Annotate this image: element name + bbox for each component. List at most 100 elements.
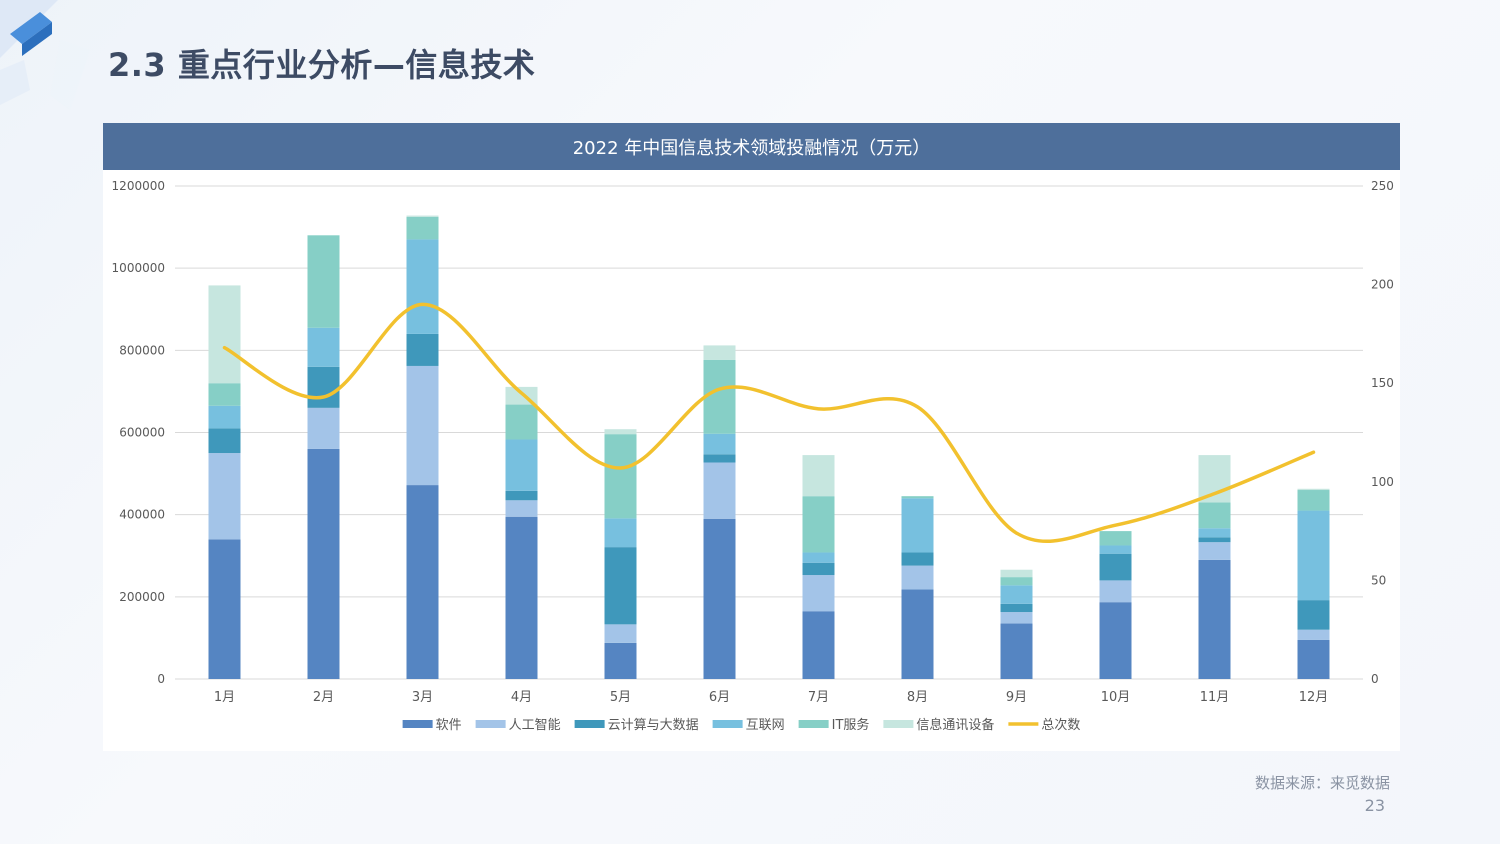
x-tick-label: 7月 [808, 690, 829, 705]
bar-segment [1297, 490, 1330, 511]
bar-segment [604, 429, 637, 435]
bar-segment [802, 562, 835, 576]
bar-segment [1000, 603, 1033, 613]
bar-segment [1000, 623, 1033, 679]
bar-segment [901, 589, 934, 679]
bar-segment [1198, 537, 1231, 543]
source-note: 数据来源：来觅数据 [1254, 774, 1390, 792]
bar-segment [406, 239, 439, 334]
bar-segment [307, 407, 340, 449]
bar-segment [802, 611, 835, 679]
bar-segment [1099, 602, 1132, 679]
bar-segment [703, 345, 736, 360]
y2-tick-label: 0 [1371, 672, 1379, 686]
bar-segment [703, 454, 736, 463]
bar-segment [604, 518, 637, 548]
page-title: 2.3 重点行业分析—信息技术 [108, 46, 536, 84]
y-tick-label: 1000000 [112, 261, 165, 275]
bar-segment [604, 624, 637, 643]
bar-segment [703, 433, 736, 455]
y-tick-label: 600000 [119, 426, 165, 440]
y-tick-label: 400000 [119, 508, 165, 522]
bar-segment [208, 539, 241, 679]
x-tick-label: 6月 [709, 690, 730, 705]
y-tick-label: 200000 [119, 590, 165, 604]
bar-segment [901, 565, 934, 590]
bar-segment [703, 462, 736, 519]
x-tick-label: 9月 [1006, 690, 1027, 705]
legend-label: 互联网 [746, 718, 785, 733]
y2-tick-label: 100 [1371, 475, 1394, 489]
x-tick-label: 11月 [1200, 690, 1230, 705]
bar-segment [604, 547, 637, 625]
x-tick-label: 1月 [214, 690, 235, 705]
bar-segment [1000, 577, 1033, 586]
bar-segment [1099, 545, 1132, 554]
bar-segment [802, 575, 835, 612]
y2-tick-label: 50 [1371, 573, 1386, 587]
bar-segment [901, 552, 934, 566]
bar-segment [406, 365, 439, 486]
x-tick-label: 12月 [1299, 690, 1329, 705]
bar-segment [1000, 612, 1033, 624]
bar-segment [406, 333, 439, 366]
y2-tick-label: 250 [1371, 179, 1394, 193]
bar-segment [406, 485, 439, 679]
legend-label: 总次数 [1041, 717, 1080, 733]
bar-segment [703, 518, 736, 679]
bar-segment [505, 490, 538, 501]
corner-decoration [0, 0, 90, 110]
x-tick-label: 3月 [412, 690, 433, 705]
legend-label: 人工智能 [509, 718, 561, 733]
chart-svg: 1200000 1000000 800000 600000 400000 200000 0 2… [112, 179, 1394, 733]
legend-label: 云计算与大数据 [608, 718, 699, 733]
bar-segment [208, 428, 241, 454]
bar-segment [307, 327, 340, 367]
bar-segment [901, 498, 934, 553]
bar-segment [1099, 580, 1132, 603]
bar-segment [604, 434, 637, 519]
bar-segment [1198, 559, 1231, 679]
bar-segment [1000, 585, 1033, 604]
chart-title: 2022 年中国信息技术领域投融情况（万元） [103, 123, 1400, 170]
bar-segment [1000, 569, 1033, 578]
legend-swatch [798, 720, 829, 728]
legend-swatch [712, 720, 743, 728]
x-tick-label: 8月 [907, 690, 928, 705]
bar-segment [1198, 502, 1231, 529]
bar-segment [208, 285, 241, 384]
page-number: 23 [1364, 796, 1385, 815]
bar-segment [802, 552, 835, 563]
bar-segment [307, 448, 340, 679]
bar-segment [505, 516, 538, 679]
bar-segment [208, 383, 241, 406]
y2-tick-label: 200 [1371, 278, 1394, 292]
bar-segment [703, 359, 736, 434]
bar-segment [505, 500, 538, 517]
legend-swatch [883, 720, 914, 728]
y-tick-label: 0 [157, 672, 165, 686]
bar-segment [208, 453, 241, 540]
bar-segment [307, 235, 340, 328]
bar-segment [802, 496, 835, 553]
bar-segment [1198, 528, 1231, 538]
bar-segment [406, 216, 439, 240]
legend-label: 信息通讯设备 [916, 717, 994, 733]
x-tick-label: 2月 [313, 690, 334, 705]
bar-segment [901, 496, 934, 499]
bar-segment [1099, 531, 1132, 546]
bar-segment [1198, 542, 1231, 560]
legend-label: IT服务 [832, 717, 870, 733]
bar-segment [604, 642, 637, 679]
y-tick-label: 800000 [119, 343, 165, 357]
y2-tick-label: 150 [1371, 376, 1394, 390]
bar-segment [1297, 510, 1330, 601]
x-tick-label: 10月 [1101, 690, 1131, 705]
y-tick-label: 1200000 [112, 179, 165, 193]
bar-segment [1099, 553, 1132, 581]
bar-segment [1297, 639, 1330, 679]
bar-segment [1297, 629, 1330, 640]
bar-segment [208, 405, 241, 429]
legend-swatch [475, 720, 506, 728]
x-tick-label: 4月 [511, 690, 532, 705]
